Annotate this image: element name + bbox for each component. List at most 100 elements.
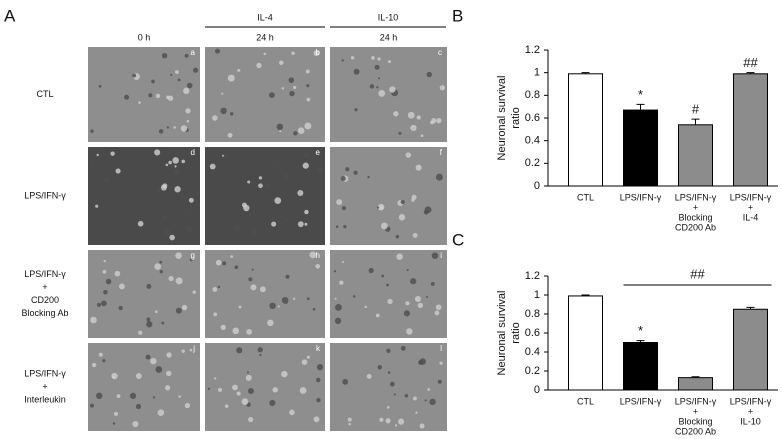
cell — [271, 164, 275, 168]
y-axis-label: ratio — [510, 322, 522, 343]
cell — [283, 173, 290, 180]
cell — [257, 347, 263, 353]
cell — [154, 310, 158, 314]
cell — [165, 163, 169, 167]
image-label: i — [440, 251, 442, 260]
cell — [162, 183, 168, 189]
cell — [340, 176, 346, 182]
cell — [181, 349, 185, 353]
significance-marker: ## — [690, 266, 705, 281]
cell — [236, 347, 243, 354]
error-bar — [691, 118, 700, 125]
cell — [386, 283, 389, 287]
cell — [146, 317, 151, 322]
cell — [229, 112, 234, 116]
cell — [221, 92, 224, 95]
bar — [623, 109, 658, 187]
cell — [248, 416, 254, 423]
cell — [178, 395, 181, 398]
cell — [111, 372, 118, 380]
cell — [277, 305, 280, 308]
cell — [224, 404, 229, 408]
cell — [368, 267, 374, 274]
x-tick-label: Blocking — [678, 416, 712, 426]
cell — [416, 115, 421, 120]
cell — [155, 366, 163, 373]
cell — [148, 93, 153, 98]
cell — [214, 377, 217, 380]
cell — [166, 352, 172, 358]
cell — [400, 199, 405, 205]
y-tick-label: 1 — [534, 67, 540, 79]
image-label: b — [316, 48, 321, 57]
cell — [347, 417, 352, 422]
cell — [353, 68, 360, 75]
cell — [276, 123, 284, 131]
cell — [400, 345, 406, 351]
cell — [222, 261, 227, 266]
cell — [91, 362, 97, 368]
row-label: + — [42, 381, 47, 391]
cell — [304, 122, 312, 130]
error-bar — [746, 306, 755, 310]
cell — [238, 305, 242, 309]
panel-label: A — [4, 6, 16, 25]
cell — [90, 316, 97, 324]
cell — [175, 252, 182, 259]
cell — [224, 153, 229, 158]
cell — [268, 92, 275, 98]
x-tick-label: CTL — [577, 396, 594, 406]
cell — [305, 69, 310, 74]
cell — [145, 354, 151, 360]
cell — [430, 281, 435, 286]
cell — [415, 411, 418, 414]
error-bar — [636, 340, 645, 343]
cell — [214, 48, 221, 54]
row-label: Interleukin — [24, 394, 66, 404]
cell — [406, 328, 413, 335]
cell — [96, 153, 99, 157]
cell — [116, 394, 121, 398]
y-tick-label: 0.2 — [525, 365, 540, 377]
cell — [183, 87, 190, 94]
cell — [415, 164, 422, 171]
row-label: + — [42, 282, 47, 292]
cell — [304, 222, 308, 226]
y-axis-label: ratio — [510, 107, 522, 128]
x-tick-label: + — [748, 202, 753, 212]
cell — [263, 160, 266, 164]
cell — [267, 319, 274, 327]
cell — [173, 126, 176, 129]
cell — [220, 107, 227, 115]
cell — [306, 97, 311, 102]
cell — [424, 206, 432, 214]
cell — [313, 50, 320, 57]
cell — [274, 197, 282, 204]
cell — [98, 85, 102, 88]
cell — [212, 170, 216, 174]
cell — [101, 300, 107, 307]
significance-marker: # — [692, 102, 700, 117]
cell — [164, 229, 171, 236]
cell — [167, 95, 174, 101]
cell — [173, 169, 180, 176]
cell — [377, 365, 382, 370]
cell — [378, 77, 381, 80]
cell — [118, 305, 123, 311]
cell — [412, 233, 418, 238]
cell — [156, 187, 162, 193]
cell — [192, 290, 196, 294]
cell — [98, 352, 103, 357]
cell — [377, 203, 385, 211]
cell — [394, 424, 398, 427]
cell — [281, 296, 289, 304]
cell — [398, 214, 406, 221]
cell — [217, 285, 221, 289]
cell — [186, 225, 194, 233]
cell — [379, 417, 384, 422]
cell — [175, 307, 182, 314]
cell — [424, 399, 427, 402]
cell — [371, 56, 375, 60]
cell — [431, 252, 439, 259]
cell — [184, 53, 189, 58]
